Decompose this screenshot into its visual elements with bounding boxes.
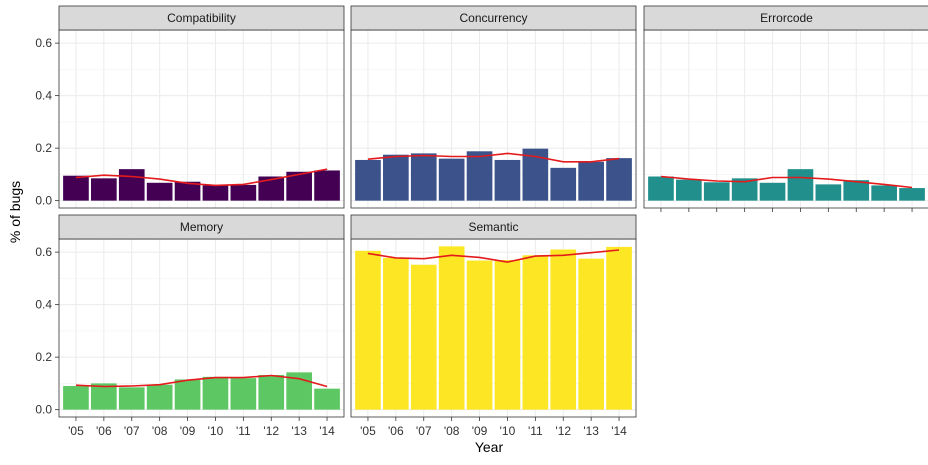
bar-errorcode-7 [843,180,870,201]
bar-semantic-2 [410,264,437,410]
strip-background [350,214,637,240]
strip-label: Compatibility [167,11,236,25]
x-tick-label: '12 [555,424,571,438]
x-tick-label: '13 [583,424,599,438]
strip-background [643,5,928,31]
y-tick-label: 0.0 [35,194,52,208]
bar-compatibility-3 [146,182,173,201]
bar-memory-4 [174,379,201,410]
bar-compatibility-1 [91,178,117,201]
x-tick-label: '09 [180,424,196,438]
bar-semantic-8 [578,258,604,410]
bar-errorcode-3 [731,178,758,201]
bar-compatibility-6 [230,184,257,201]
x-tick-label: '11 [236,424,251,438]
bar-memory-0 [63,386,89,410]
x-tick-label: '08 [444,424,460,438]
trend-line-concurrency [367,152,620,163]
trend-line-semantic [367,249,620,263]
bar-memory-1 [91,383,117,410]
y-tick-label: 0.0 [35,403,52,417]
bar-errorcode-0 [648,176,674,201]
panel-background [644,30,928,208]
strip-label: Memory [180,220,223,234]
bar-semantic-7 [550,249,577,410]
bar-errorcode-9 [899,188,925,201]
trend-line-compatibility [75,168,328,187]
bar-errorcode-8 [871,185,897,201]
y-tick-label: 0.4 [35,89,52,103]
x-tick-label: '05 [68,424,84,438]
bar-memory-6 [230,378,257,410]
x-tick-label: '05 [360,424,376,438]
x-tick-label: '10 [208,424,224,438]
bar-concurrency-8 [578,161,604,201]
bar-concurrency-1 [383,154,409,201]
bar-semantic-9 [606,246,632,410]
bar-compatibility-0 [63,175,89,201]
y-tick-label: 0.2 [35,141,52,155]
strip-background [350,5,637,31]
x-tick-label: '14 [319,424,335,438]
bar-errorcode-2 [703,182,730,201]
bar-errorcode-4 [759,182,786,201]
bar-errorcode-6 [815,184,842,201]
x-tick-label: '12 [263,424,279,438]
x-axis-title: Year [475,439,504,455]
bar-memory-5 [202,376,229,410]
bar-compatibility-2 [118,169,145,201]
bar-concurrency-0 [355,159,381,201]
x-tick-label: '07 [416,424,432,438]
bar-concurrency-3 [438,158,465,201]
bar-semantic-5 [494,260,521,410]
bar-compatibility-4 [174,181,201,201]
trend-line-errorcode [660,175,913,189]
strip-label: Concurrency [459,11,527,25]
y-tick-label: 0.6 [35,36,52,50]
bar-errorcode-1 [676,179,702,201]
bar-concurrency-5 [494,159,521,201]
x-tick-label: '07 [124,424,140,438]
bar-memory-3 [146,384,173,410]
bar-memory-7 [258,374,285,410]
bar-semantic-4 [466,260,493,410]
bar-concurrency-4 [466,151,493,201]
x-tick-label: '06 [96,424,112,438]
x-tick-label: '10 [500,424,516,438]
strip-background [58,214,345,240]
bar-semantic-3 [438,246,465,410]
bar-concurrency-7 [550,167,577,201]
strip-label: Semantic [468,220,518,234]
x-tick-label: '11 [528,424,543,438]
bar-memory-9 [314,388,340,410]
bar-semantic-6 [522,255,549,410]
y-tick-label: 0.6 [35,245,52,259]
strip-background [58,5,345,31]
bar-semantic-1 [383,257,409,410]
x-tick-label: '08 [152,424,168,438]
y-tick-label: 0.2 [35,350,52,364]
bar-semantic-0 [355,250,381,410]
x-tick-label: '13 [291,424,307,438]
y-tick-label: 0.4 [35,298,52,312]
bar-compatibility-5 [202,185,229,201]
trend-line-memory [75,374,328,388]
strip-label: Errorcode [760,11,813,25]
bar-concurrency-9 [606,158,632,201]
bar-errorcode-5 [787,169,814,201]
bar-memory-2 [118,387,145,410]
x-tick-label: '14 [611,424,627,438]
x-tick-label: '06 [388,424,404,438]
bar-compatibility-9 [314,170,340,201]
y-axis-title: % of bugs [7,181,23,243]
x-tick-label: '09 [472,424,488,438]
bar-concurrency-2 [410,153,437,201]
